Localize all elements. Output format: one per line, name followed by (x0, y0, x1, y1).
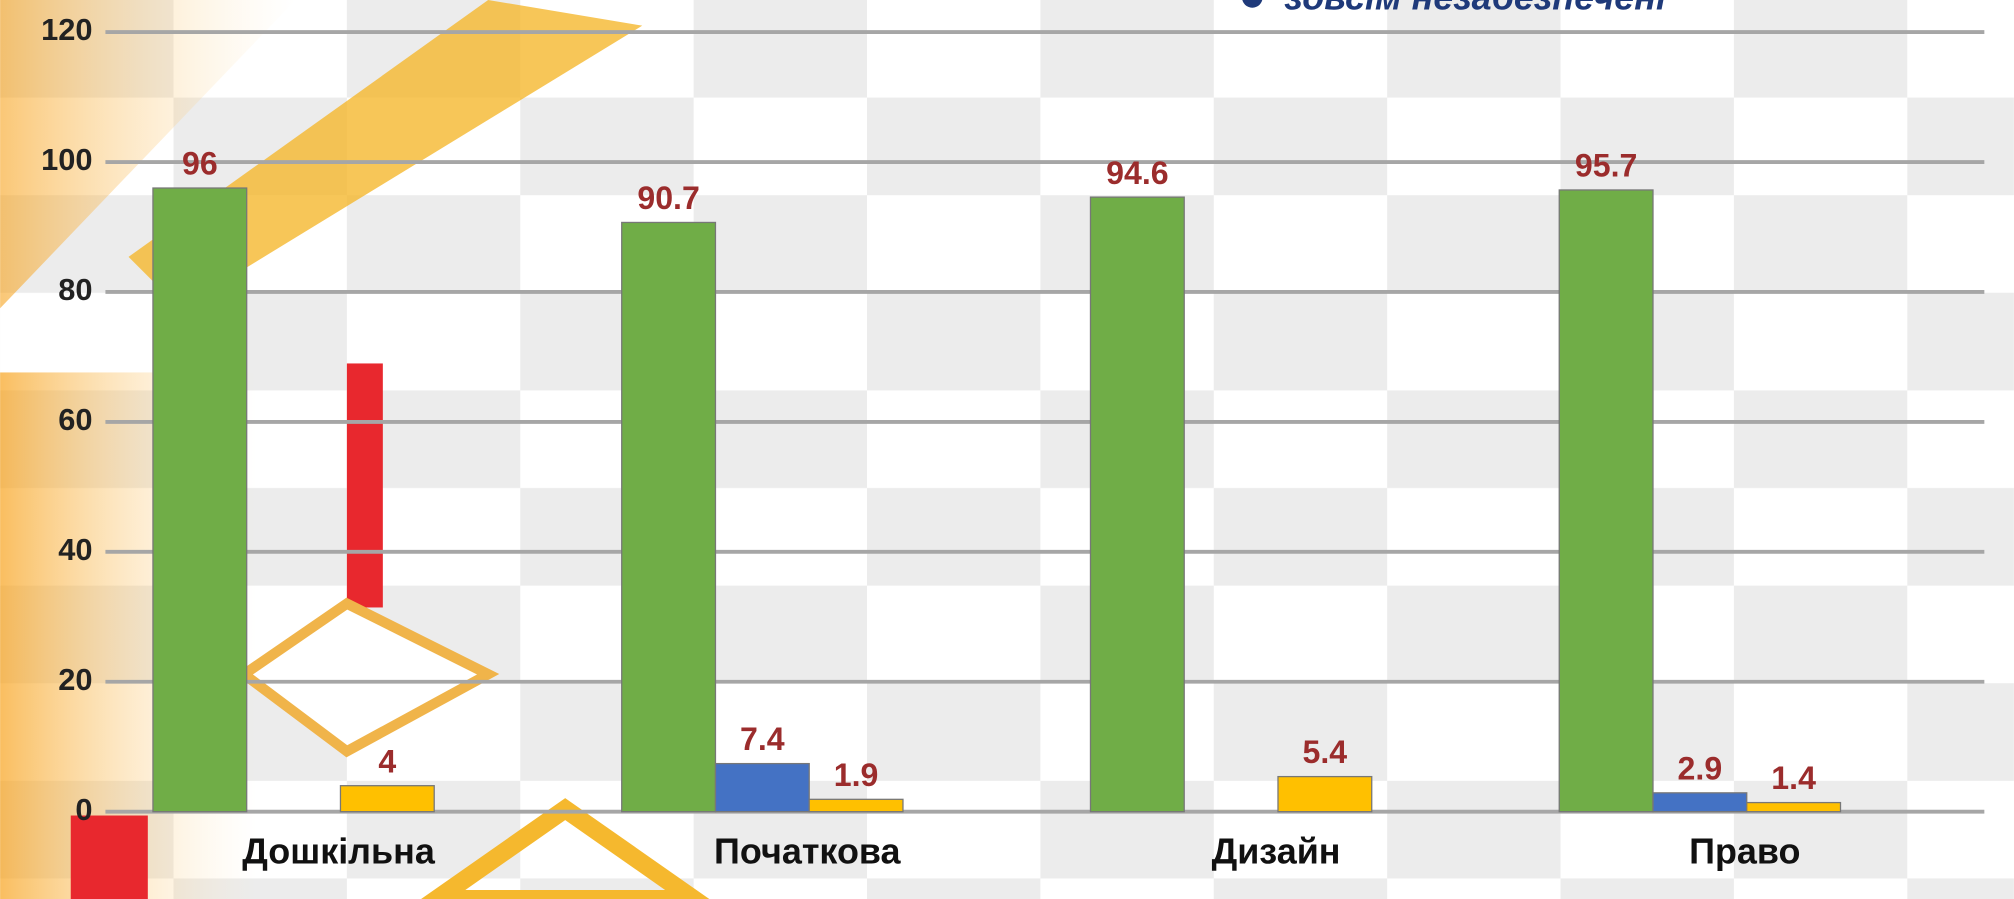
x-tick-label: Початкова (714, 831, 901, 872)
value-label: 94.6 (1106, 155, 1168, 191)
legend-label: зовсім незабезпечені (1284, 0, 1667, 18)
x-tick-label: Дошкільна (242, 831, 436, 872)
bar (1653, 793, 1747, 812)
y-tick-label: 0 (75, 792, 92, 827)
bar (715, 764, 809, 812)
y-tick-label: 100 (41, 142, 92, 177)
value-label: 1.9 (834, 757, 879, 793)
y-tick-label: 20 (58, 662, 92, 697)
value-label: 2.9 (1678, 750, 1723, 786)
value-label: 90.7 (637, 180, 699, 216)
value-label: 5.4 (1303, 734, 1348, 770)
bar (153, 188, 247, 812)
bar (809, 799, 903, 811)
y-tick-label: 80 (58, 272, 92, 307)
value-label: 1.4 (1771, 760, 1816, 796)
x-tick-label: Право (1689, 831, 1800, 872)
value-label: 96 (182, 146, 218, 182)
value-label: 7.4 (740, 721, 785, 757)
chart: 0 20 40 60 80 100 120 Дошкільна 96 4 Початкова 90.7… (0, 0, 2014, 899)
bar (1090, 197, 1184, 812)
bar (1747, 803, 1841, 812)
bar (622, 222, 716, 811)
y-tick-label: 120 (41, 12, 92, 47)
x-tick-label: Дизайн (1212, 831, 1341, 872)
value-label: 4 (378, 743, 396, 779)
y-tick-label: 60 (58, 402, 92, 437)
y-tick-label: 40 (58, 532, 92, 567)
value-label: 95.7 (1575, 148, 1637, 184)
bar (1278, 777, 1372, 812)
bar (1559, 190, 1653, 812)
bar (340, 786, 434, 812)
